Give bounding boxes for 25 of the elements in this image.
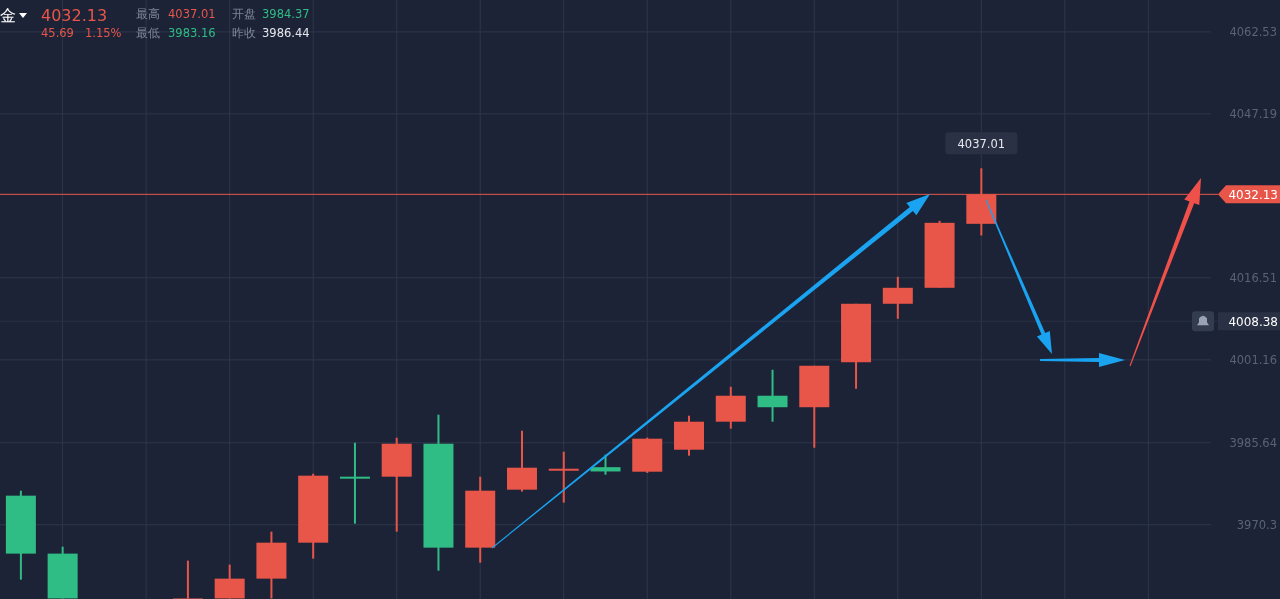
candlestick [757, 368, 788, 423]
ref-line-label: 4008.38 [1228, 314, 1278, 329]
annotation: 4037.01 [168, 7, 216, 21]
annotation: 最高 [136, 7, 160, 21]
annotation: 3983.16 [168, 26, 216, 40]
annotation: 4032.13 [41, 6, 108, 25]
annotation: 3984.37 [262, 7, 310, 21]
chart-title: 金 [0, 6, 16, 25]
annotation: 开盘 [232, 7, 256, 21]
annotation: 最低 [136, 26, 160, 40]
candlestick [339, 441, 370, 525]
annotation: 1.15% [85, 26, 122, 40]
y-tick-label: 4016.51 [1229, 270, 1277, 285]
y-tick-label: 4001.16 [1229, 352, 1277, 367]
y-tick-label: 3985.64 [1229, 435, 1277, 450]
y-tick-label: 4062.53 [1229, 24, 1277, 39]
candlestick [172, 559, 203, 599]
annotation: 昨收 [232, 26, 256, 40]
ref-line-label: 4032.13 [1228, 187, 1278, 202]
y-tick-label: 4047.19 [1229, 106, 1277, 121]
annotation: 4037.01 [957, 136, 1006, 151]
annotation: 45.69 [41, 26, 74, 40]
annotation: 3986.44 [262, 26, 310, 40]
candlestick [548, 450, 579, 504]
y-tick-label: 3970.3 [1236, 517, 1277, 532]
